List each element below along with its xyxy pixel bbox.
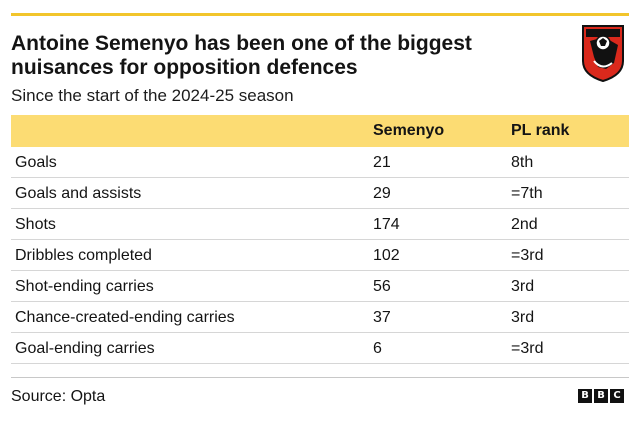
row-label: Goals — [15, 154, 57, 171]
row-label: Shot-ending carries — [15, 278, 154, 295]
bbc-logo-letter: B — [578, 389, 592, 403]
table-row: Chance-created-ending carries 37 3rd — [11, 302, 629, 333]
table-row: Dribbles completed 102 =3rd — [11, 240, 629, 271]
bbc-logo-letter: C — [610, 389, 624, 403]
footer-divider — [11, 377, 629, 378]
row-label: Goals and assists — [15, 185, 142, 202]
table-row: Goal-ending carries 6 =3rd — [11, 333, 629, 364]
table-row: Shots 174 2nd — [11, 209, 629, 240]
row-value: 102 — [373, 247, 400, 264]
row-label: Dribbles completed — [15, 247, 152, 264]
afc-bournemouth-crest-icon — [580, 23, 626, 83]
row-value: 21 — [373, 154, 391, 171]
chart-title: Antoine Semenyo has been one of the bigg… — [11, 32, 472, 79]
row-rank: =3rd — [511, 340, 544, 357]
column-header-semenyo: Semenyo — [373, 122, 445, 139]
row-rank: 3rd — [511, 309, 535, 326]
row-value: 6 — [373, 340, 382, 357]
bbc-logo: B B C — [578, 389, 624, 403]
row-value: 174 — [373, 216, 400, 233]
table-row: Goals 21 8th — [11, 147, 629, 178]
row-value: 29 — [373, 185, 391, 202]
source-note: Source: Opta — [11, 388, 106, 405]
row-rank: =3rd — [511, 247, 544, 264]
row-rank: =7th — [511, 185, 543, 202]
bbc-logo-letter: B — [594, 389, 608, 403]
table-header-row: Semenyo PL rank — [11, 115, 629, 147]
chart-subtitle: Since the start of the 2024-25 season — [11, 86, 294, 105]
row-value: 56 — [373, 278, 391, 295]
row-label: Chance-created-ending carries — [15, 309, 235, 326]
row-rank: 3rd — [511, 278, 535, 295]
top-accent-rule — [11, 13, 629, 16]
row-rank: 2nd — [511, 216, 538, 233]
row-label: Shots — [15, 216, 56, 233]
row-label: Goal-ending carries — [15, 340, 155, 357]
row-rank: 8th — [511, 154, 534, 171]
table-row: Shot-ending carries 56 3rd — [11, 271, 629, 302]
column-header-pl-rank: PL rank — [511, 122, 570, 139]
row-value: 37 — [373, 309, 391, 326]
table-row: Goals and assists 29 =7th — [11, 178, 629, 209]
